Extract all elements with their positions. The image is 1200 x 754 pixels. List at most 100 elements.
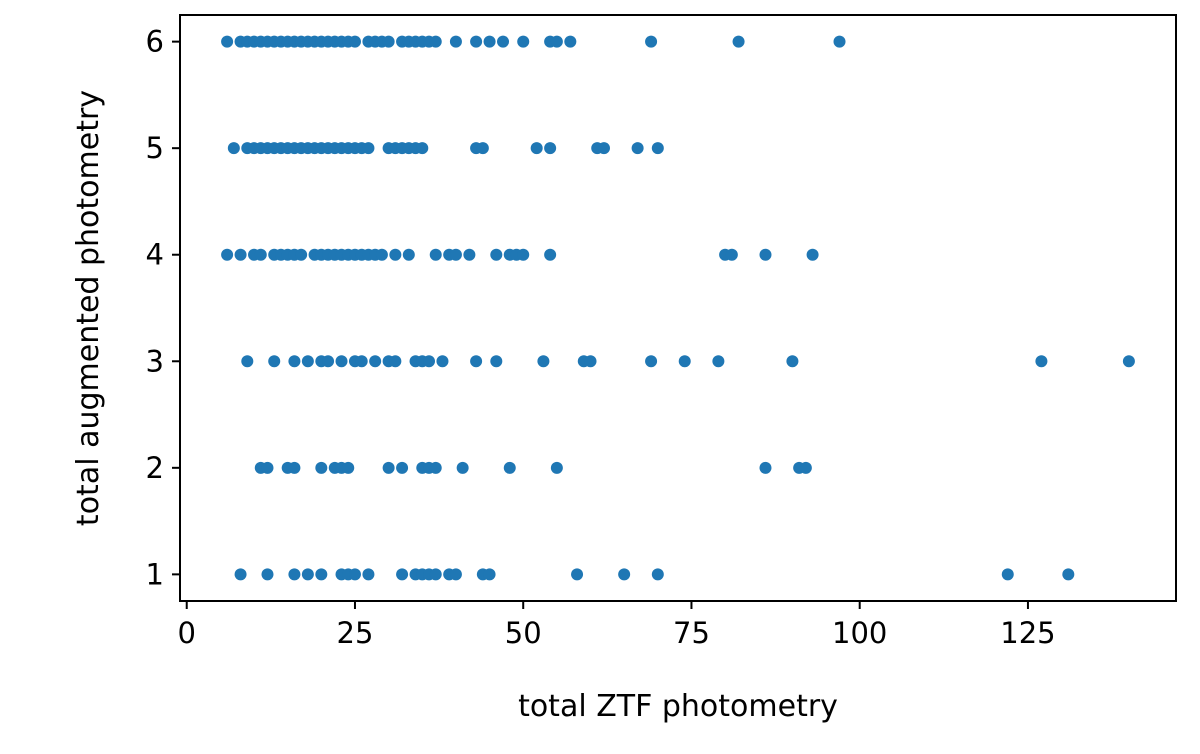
data-point <box>497 35 510 48</box>
data-point <box>436 355 449 368</box>
data-point <box>301 568 314 581</box>
data-point <box>288 568 301 581</box>
data-point <box>759 248 772 261</box>
data-point <box>449 568 462 581</box>
data-point <box>1122 355 1135 368</box>
data-point <box>396 461 409 474</box>
data-point <box>254 248 267 261</box>
data-point <box>678 355 691 368</box>
data-point <box>806 248 819 261</box>
plot-frame <box>179 14 1177 602</box>
data-point <box>564 35 577 48</box>
data-point <box>1001 568 1014 581</box>
data-point <box>503 461 516 474</box>
data-point <box>301 355 314 368</box>
data-point <box>517 35 530 48</box>
data-point <box>362 568 375 581</box>
data-point <box>342 461 355 474</box>
data-points-layer <box>221 35 1135 581</box>
data-point <box>322 355 335 368</box>
data-point <box>449 35 462 48</box>
data-point <box>732 35 745 48</box>
y-tick-label: 2 <box>146 451 164 485</box>
data-point <box>584 355 597 368</box>
x-tick-label: 75 <box>673 616 710 650</box>
data-point <box>429 35 442 48</box>
data-point <box>645 35 658 48</box>
data-point <box>483 568 496 581</box>
data-point <box>470 35 483 48</box>
data-point <box>261 461 274 474</box>
data-point <box>402 248 415 261</box>
data-point <box>348 568 361 581</box>
data-point <box>362 142 375 155</box>
data-point <box>712 355 725 368</box>
data-point <box>268 355 281 368</box>
data-point <box>618 568 631 581</box>
data-point <box>517 248 530 261</box>
data-point <box>544 248 557 261</box>
x-tick-label: 50 <box>505 616 542 650</box>
data-point <box>315 568 328 581</box>
data-point <box>631 142 644 155</box>
data-point <box>537 355 550 368</box>
data-point <box>355 355 368 368</box>
y-tick-label: 3 <box>146 344 164 378</box>
data-point <box>348 35 361 48</box>
data-point <box>221 35 234 48</box>
data-point <box>335 355 348 368</box>
data-point <box>833 35 846 48</box>
data-point <box>241 355 254 368</box>
data-point <box>786 355 799 368</box>
data-point <box>423 355 435 368</box>
y-tick-label: 5 <box>146 131 164 165</box>
x-tick-label: 125 <box>1000 616 1055 650</box>
data-point <box>597 142 610 155</box>
data-point <box>725 248 738 261</box>
data-point <box>449 248 462 261</box>
data-point <box>550 35 563 48</box>
data-point <box>476 142 489 155</box>
data-point <box>490 248 503 261</box>
data-point <box>530 142 543 155</box>
y-tick-label: 6 <box>146 25 164 59</box>
data-point <box>463 248 476 261</box>
x-axis-label: total ZTF photometry <box>518 689 838 724</box>
data-point <box>759 461 772 474</box>
data-point <box>369 355 382 368</box>
data-point <box>651 568 664 581</box>
data-point <box>470 355 483 368</box>
data-point <box>429 568 442 581</box>
x-tick-label: 0 <box>178 616 196 650</box>
data-point <box>382 35 395 48</box>
data-point <box>416 142 429 155</box>
data-point <box>288 355 301 368</box>
y-axis-ticks: 1 2 3 4 5 6 <box>146 25 180 591</box>
data-point <box>227 142 240 155</box>
data-point <box>429 461 442 474</box>
data-point <box>799 461 812 474</box>
data-point <box>571 568 584 581</box>
data-point <box>221 248 234 261</box>
x-axis-ticks: 0 25 50 75 100 125 <box>178 601 1056 650</box>
data-point <box>651 142 664 155</box>
data-point <box>1035 355 1048 368</box>
x-tick-label: 25 <box>337 616 374 650</box>
data-point <box>389 355 402 368</box>
data-point <box>234 248 247 261</box>
data-point <box>490 355 503 368</box>
y-axis-label: total augmented photometry <box>71 90 106 526</box>
data-point <box>382 461 395 474</box>
y-tick-label: 4 <box>146 238 164 272</box>
data-point <box>295 248 308 261</box>
data-point <box>645 355 658 368</box>
y-tick-label: 1 <box>146 557 164 591</box>
data-point <box>389 248 402 261</box>
data-point <box>483 35 496 48</box>
data-point <box>288 461 301 474</box>
data-point <box>544 142 557 155</box>
data-point <box>396 568 409 581</box>
data-point <box>375 248 388 261</box>
